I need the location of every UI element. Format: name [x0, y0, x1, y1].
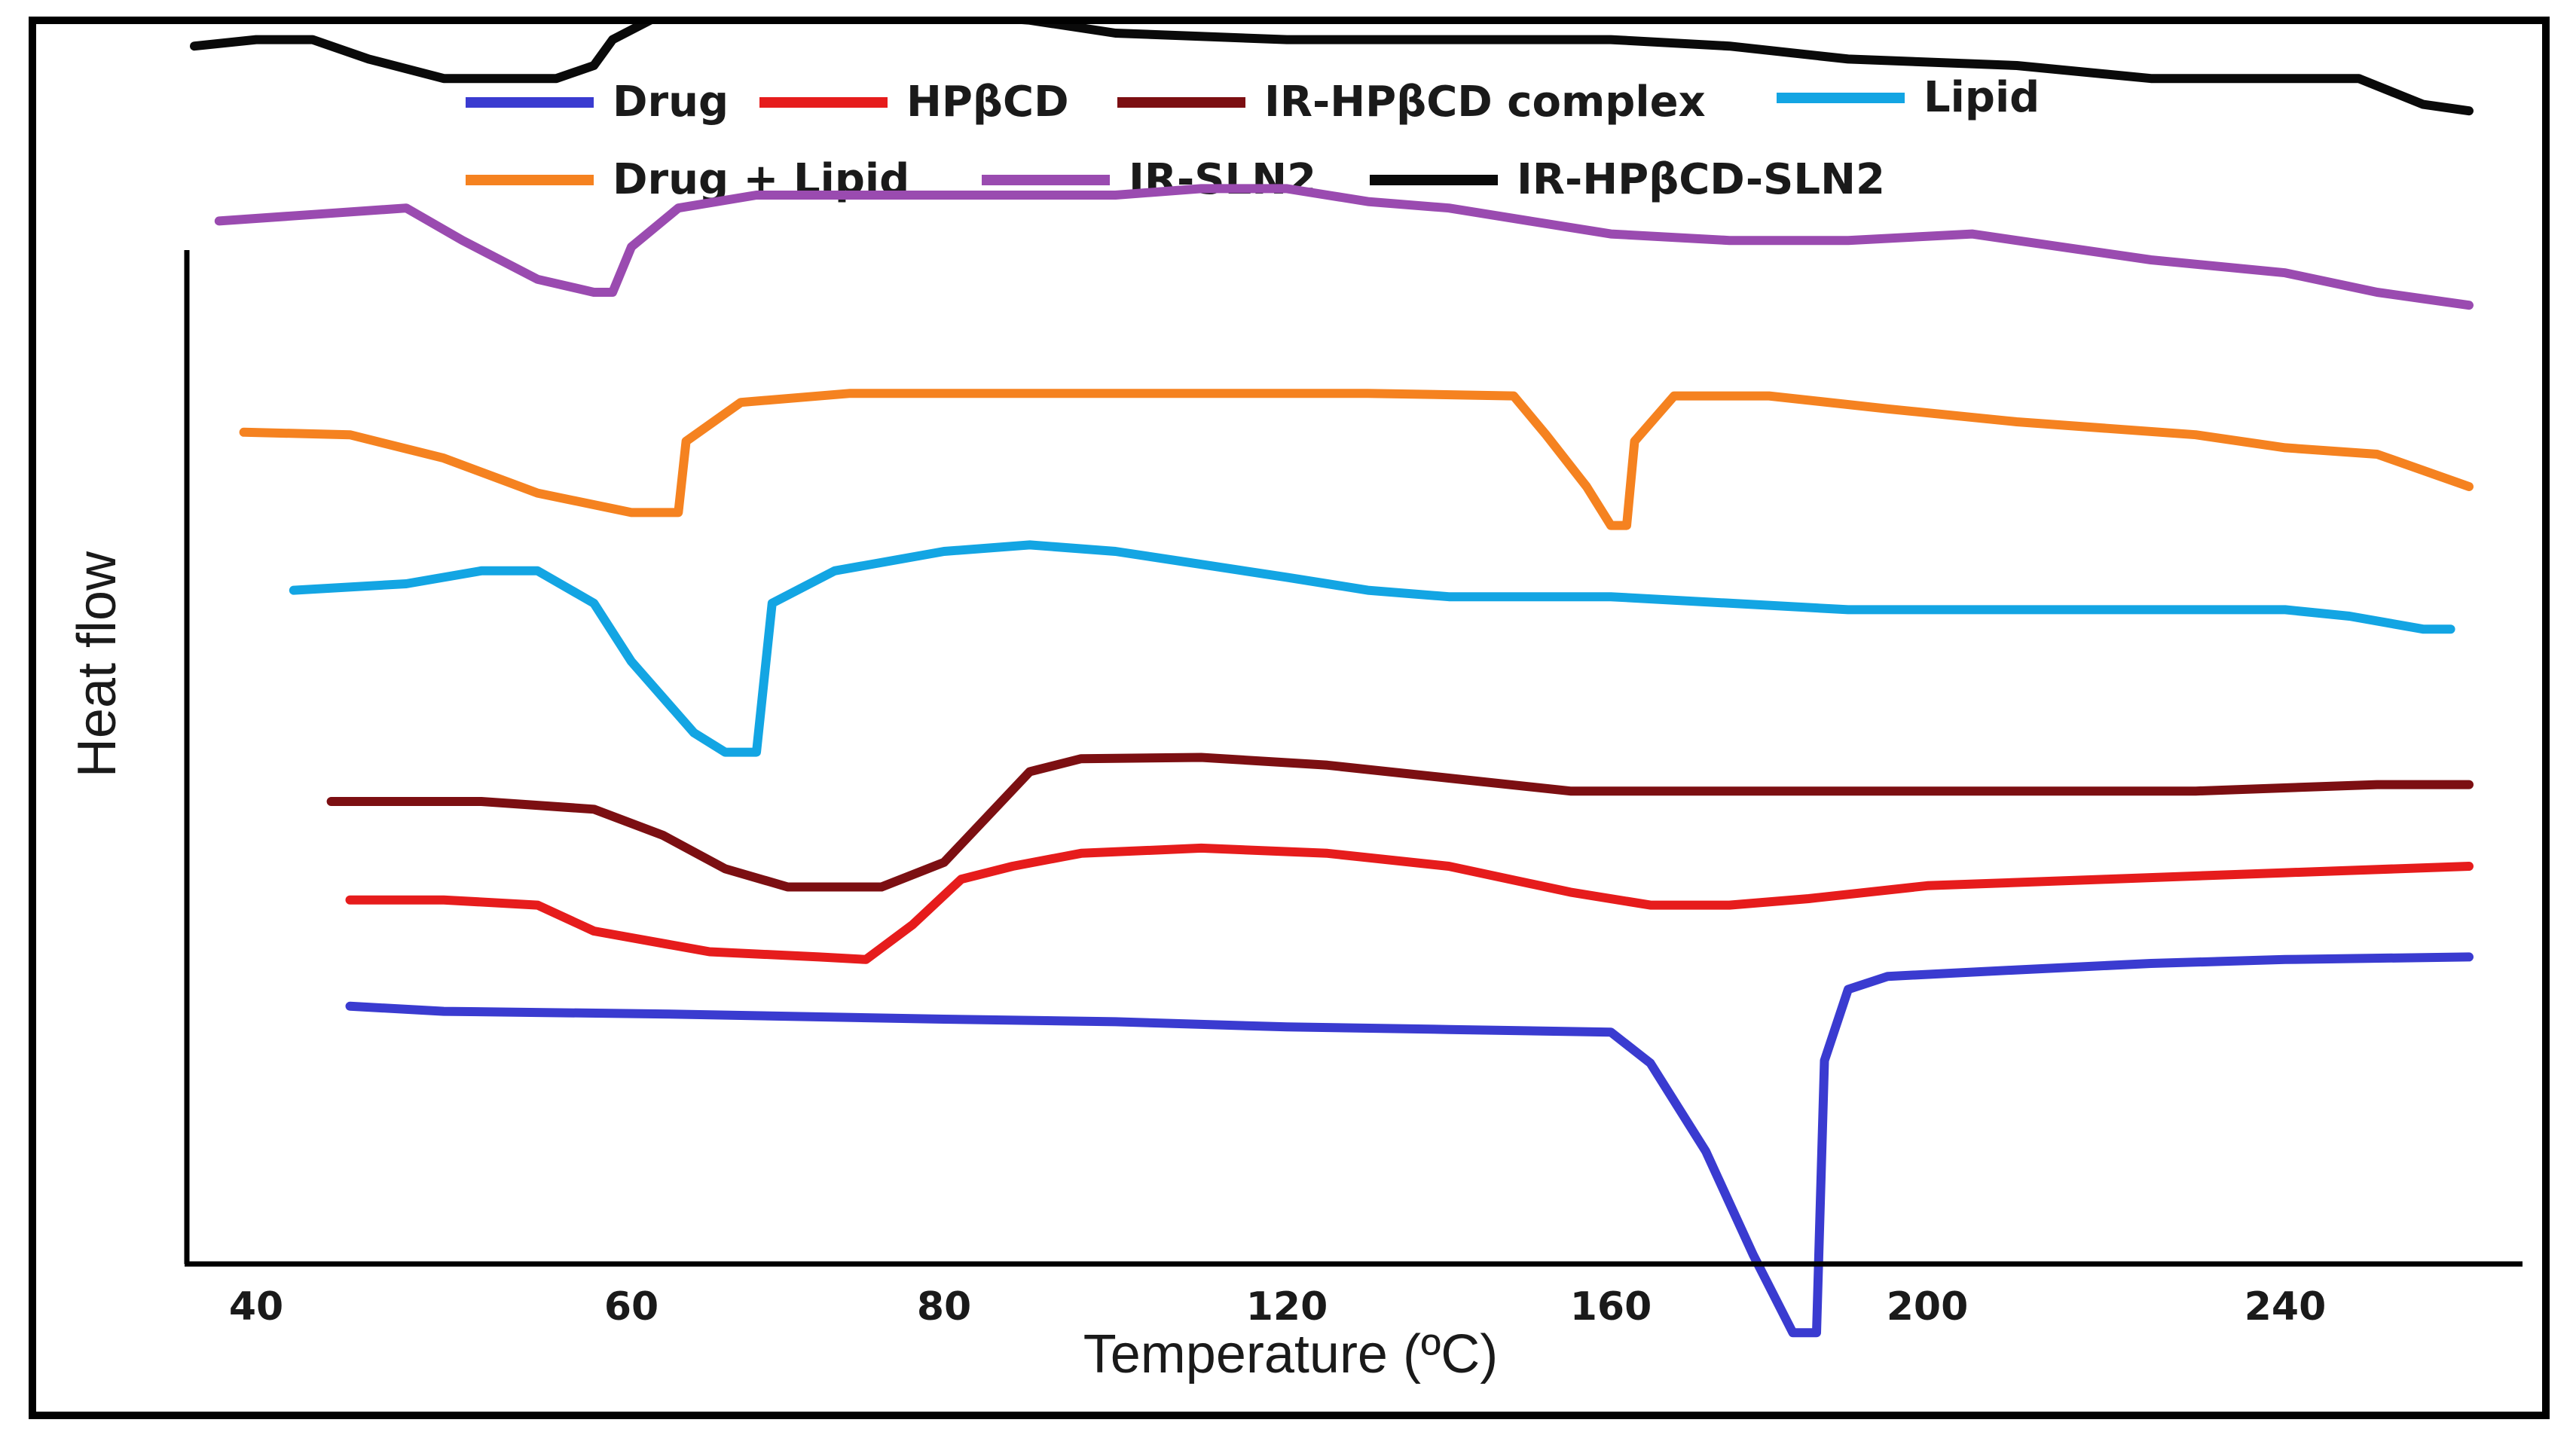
x-tick-label-200: 200 [1887, 1284, 1969, 1330]
legend-label-4: Lipid [1924, 73, 2040, 122]
x-tick-labels: 40 60 80 120 160 200 240 [229, 1284, 2326, 1330]
series-line-ir-hp-cd-complex [326, 753, 2474, 892]
series-line-hp-cd [345, 843, 2474, 964]
legend-label-6: IR-SLN2 [1129, 155, 1316, 204]
legend-label-7: IR-HPβCD-SLN2 [1517, 155, 1885, 204]
series-line-ir-sln2 [214, 184, 2474, 310]
legend-label-3: IR-HPβCD complex [1264, 78, 1706, 127]
x-tick-label-240: 240 [2244, 1284, 2327, 1330]
series-line-drug [345, 952, 2474, 1338]
x-tick-label-80: 80 [917, 1284, 971, 1330]
series-line-ir-hp-cd-sln2 [190, 24, 2474, 116]
series-line-lipid [289, 540, 2455, 757]
x-tick-label-120: 120 [1246, 1284, 1328, 1330]
x-tick-label-160: 160 [1570, 1284, 1652, 1330]
chart-frame: Drug HPβCD IR-HPβCD complex Lipid Drug + Lip… [29, 17, 2550, 1419]
x-tick-label-40: 40 [229, 1284, 283, 1330]
legend-label-2: HPβCD [906, 78, 1069, 127]
series-line-drug-lipid [239, 389, 2474, 530]
legend-label-1: Drug [613, 78, 729, 127]
series-layer [190, 24, 2474, 1338]
y-axis-title: Heat flow [67, 551, 127, 777]
x-tick-label-60: 60 [604, 1284, 659, 1330]
x-axis-title: Temperature (ºC) [1083, 1324, 1498, 1385]
